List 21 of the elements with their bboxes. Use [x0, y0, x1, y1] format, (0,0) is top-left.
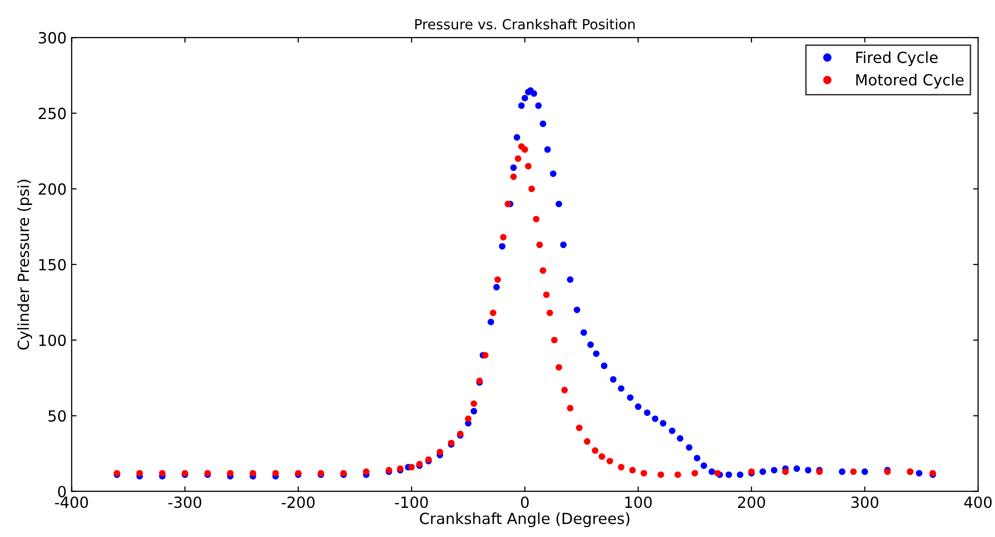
x-tick-label: 200 — [738, 496, 766, 508]
y-tick-label: 250 — [38, 108, 66, 120]
legend-label: Motored Cycle — [856, 74, 964, 89]
x-tick-label: -100 — [394, 496, 428, 508]
x-tick-label: -200 — [282, 496, 315, 508]
y-tick-label: 100 — [39, 334, 66, 346]
chart-title: Pressure vs. Crankshaft Position — [415, 18, 635, 30]
x-tick-label: 100 — [625, 496, 652, 508]
x-axis-title: Crankshaft Angle (Degrees) — [420, 512, 630, 528]
x-tick-label: -300 — [168, 496, 202, 508]
x-tick-label: 300 — [851, 496, 878, 508]
y-tick-label: 200 — [38, 183, 66, 195]
y-tick-label: 150 — [39, 258, 66, 270]
y-tick-label: 300 — [38, 32, 66, 44]
x-tick-label: 400 — [964, 496, 992, 508]
y-tick-label: 0 — [58, 486, 66, 498]
y-tick-label: 50 — [48, 410, 66, 422]
x-tick-label: 0 — [521, 496, 529, 508]
legend-label: Fired Cycle — [856, 51, 938, 66]
y-axis-title: Cylinder Pressure (psi) — [17, 180, 32, 350]
x-tick-label: -400 — [55, 496, 88, 508]
